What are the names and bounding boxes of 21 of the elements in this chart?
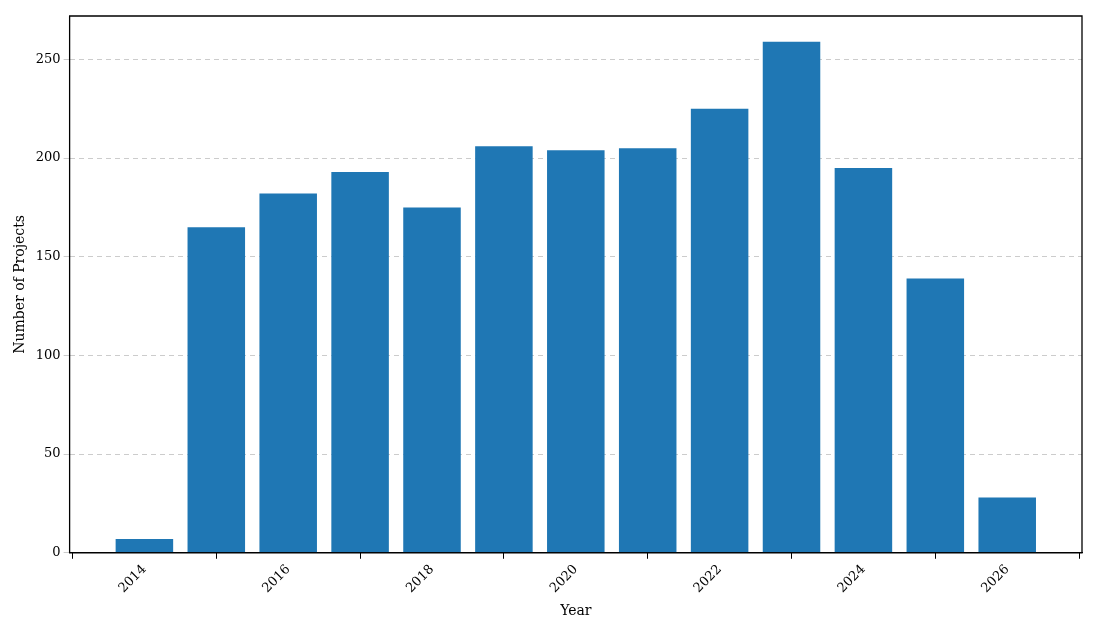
y-tick-label: 100: [35, 346, 61, 362]
bar: [690, 108, 749, 553]
bar: [618, 148, 677, 553]
y-tick-label: 150: [35, 248, 61, 264]
y-tick-label: 0: [52, 544, 61, 560]
bar: [834, 167, 893, 553]
bar: [762, 41, 821, 553]
y-tick-label: 250: [35, 50, 61, 66]
bar: [403, 207, 461, 553]
bar: [906, 278, 965, 553]
bar: [331, 171, 389, 553]
bar: [259, 193, 317, 553]
x-axis-title: Year: [559, 602, 592, 619]
bar: [475, 146, 533, 553]
y-tick-label: 200: [35, 149, 61, 165]
bar: [547, 150, 605, 553]
bar: [978, 497, 1036, 553]
y-tick-label: 50: [44, 445, 61, 461]
y-axis-title: Number of Projects: [11, 214, 28, 354]
bar: [115, 538, 174, 553]
bar: [187, 227, 246, 553]
